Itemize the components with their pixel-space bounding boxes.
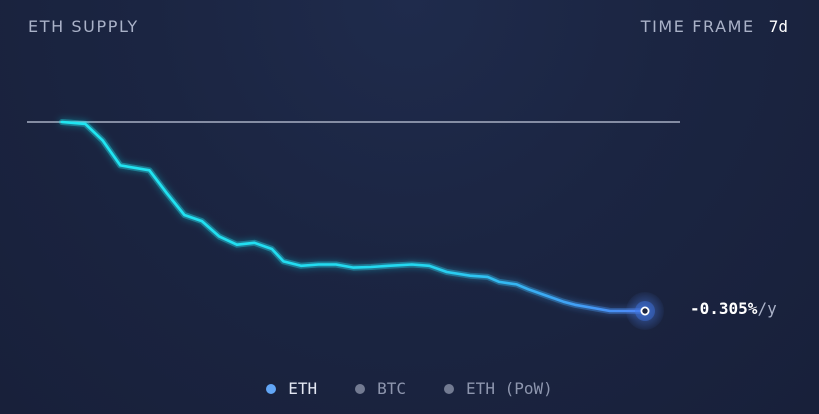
legend-item-btc[interactable]: BTC	[355, 379, 406, 398]
timeframe-value[interactable]: 7d	[768, 17, 788, 36]
widget-title: ETH SUPPLY	[28, 17, 139, 36]
legend-dot-eth-pow	[444, 383, 455, 394]
timeframe-label: TIME FRAME	[640, 17, 755, 36]
timeframe-selector[interactable]: TIME FRAME 7d	[641, 17, 788, 36]
legend-item-eth-pow[interactable]: ETH (PoW)	[444, 379, 553, 398]
legend-dot-btc	[355, 383, 366, 394]
chart-legend: ETH BTC ETH (PoW)	[0, 379, 819, 398]
eth-supply-line	[60, 120, 647, 313]
legend-dot-eth	[266, 383, 277, 394]
supply-line-glow	[59, 119, 648, 314]
legend-item-eth[interactable]: ETH	[266, 379, 317, 398]
supply-rate-readout: -0.305%/y	[690, 299, 777, 318]
legend-label-eth-pow: ETH (PoW)	[466, 379, 553, 398]
rate-unit: /y	[757, 299, 777, 318]
legend-label-eth: ETH	[288, 379, 318, 398]
endpoint-marker[interactable]	[640, 306, 650, 316]
rate-value: -0.305%	[690, 299, 758, 318]
legend-label-btc: BTC	[377, 379, 407, 398]
